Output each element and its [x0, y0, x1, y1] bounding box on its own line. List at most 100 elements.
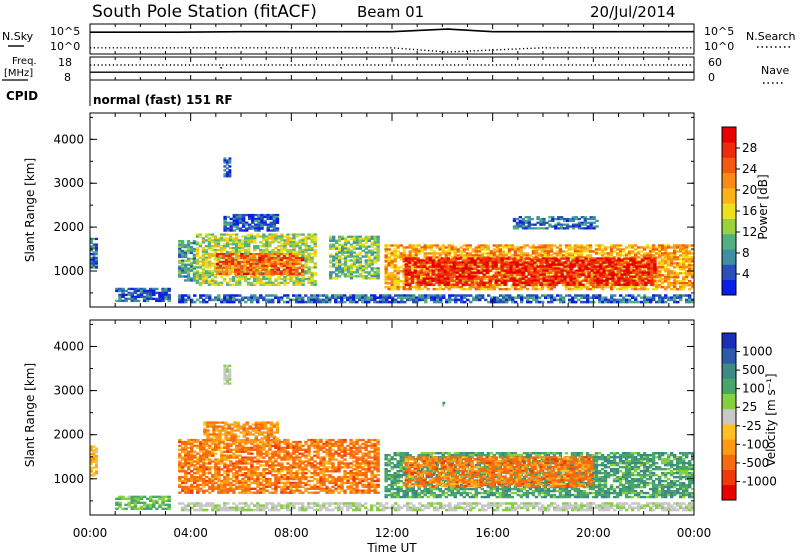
power-cell: [416, 283, 420, 286]
power-cell: [213, 274, 218, 277]
power-cell: [434, 267, 438, 270]
power-cell: [310, 256, 314, 259]
power-cell: [301, 243, 305, 246]
power-cell: [687, 280, 692, 283]
power-cell: [663, 252, 668, 255]
power-cell: [221, 253, 226, 256]
power-cell: [672, 252, 677, 255]
power-cell: [610, 294, 614, 297]
power-cell: [510, 248, 515, 251]
power-cell: [373, 298, 377, 302]
power-cell: [428, 261, 432, 264]
power-cell: [285, 262, 290, 266]
power-cell: [355, 275, 360, 278]
power-cell: [385, 296, 389, 300]
power-cell: [436, 300, 440, 304]
power-cell: [253, 235, 257, 238]
power-cell: [404, 269, 408, 272]
power-cell: [158, 299, 162, 303]
power-cell: [480, 276, 485, 279]
power-cell: [666, 258, 671, 261]
power-cell: [595, 219, 599, 223]
power-cell: [376, 235, 380, 238]
power-cell: [521, 281, 525, 284]
power-cell: [277, 283, 281, 286]
power-cell: [560, 269, 564, 272]
power-cell: [605, 261, 609, 264]
power-cell: [295, 250, 299, 254]
power-cell: [181, 243, 185, 247]
power-cell: [161, 299, 165, 303]
power-cell: [506, 267, 510, 270]
power-cell: [346, 267, 351, 270]
power-cell: [623, 281, 627, 284]
power-cell: [300, 264, 305, 268]
power-cell: [337, 243, 342, 246]
power-cell: [367, 296, 371, 300]
power-cell: [295, 275, 299, 279]
power-cell: [518, 279, 522, 282]
power-cell: [652, 298, 656, 302]
power-cell: [479, 271, 483, 274]
power-cell: [467, 273, 471, 276]
power-cell: [274, 283, 278, 286]
power-cell: [678, 280, 683, 283]
power-cell: [307, 237, 311, 240]
power-cell: [304, 241, 308, 244]
power-cell: [545, 277, 549, 280]
power-cell: [600, 285, 605, 289]
power-cell: [268, 235, 272, 238]
power-cell: [178, 298, 182, 302]
power-cell: [235, 294, 239, 297]
power-cell: [228, 243, 233, 246]
power-cell: [560, 261, 564, 264]
power-cell: [399, 256, 403, 259]
power-cell: [222, 233, 227, 236]
power-cell: [272, 213, 277, 217]
power-cell: [684, 256, 689, 259]
power-cell: [213, 239, 218, 242]
power-cell: [626, 269, 630, 272]
power-cell: [611, 283, 615, 286]
power-cell: [399, 252, 403, 255]
power-cell: [542, 271, 546, 274]
power-cell: [530, 283, 534, 286]
power-cell: [536, 269, 540, 272]
power-cell: [207, 245, 212, 248]
power-cell: [139, 293, 144, 297]
power-cell: [227, 253, 232, 256]
power-cell: [512, 279, 516, 282]
power-cell: [219, 233, 224, 236]
power-cell: [286, 281, 290, 285]
power-cell: [277, 248, 281, 252]
power-cell: [675, 266, 680, 269]
power-cell: [201, 275, 206, 279]
power-cell: [367, 261, 371, 264]
power-cell: [244, 243, 248, 246]
power-cell: [609, 252, 614, 255]
power-cell: [626, 281, 630, 284]
power-cell: [267, 254, 271, 258]
power-cell: [580, 221, 585, 224]
power-cell: [458, 263, 462, 266]
power-cell: [130, 291, 135, 295]
power-cell: [264, 253, 268, 256]
power-cell: [217, 296, 221, 300]
power-cell: [136, 289, 141, 293]
power-cell: [393, 268, 397, 271]
power-cell: [423, 270, 427, 273]
power-cell: [672, 246, 677, 249]
power-cell: [681, 280, 686, 283]
power-cell: [524, 225, 528, 228]
power-cell: [289, 260, 293, 263]
power-cell: [440, 281, 444, 284]
power-cell: [598, 298, 602, 302]
power-cell: [279, 262, 284, 266]
power-cell: [506, 261, 510, 264]
power-cell: [579, 252, 584, 255]
power-cell: [257, 219, 261, 223]
power-cell: [571, 225, 576, 228]
power-cell: [518, 223, 523, 226]
power-cell: [575, 279, 579, 282]
power-cell: [271, 283, 275, 286]
